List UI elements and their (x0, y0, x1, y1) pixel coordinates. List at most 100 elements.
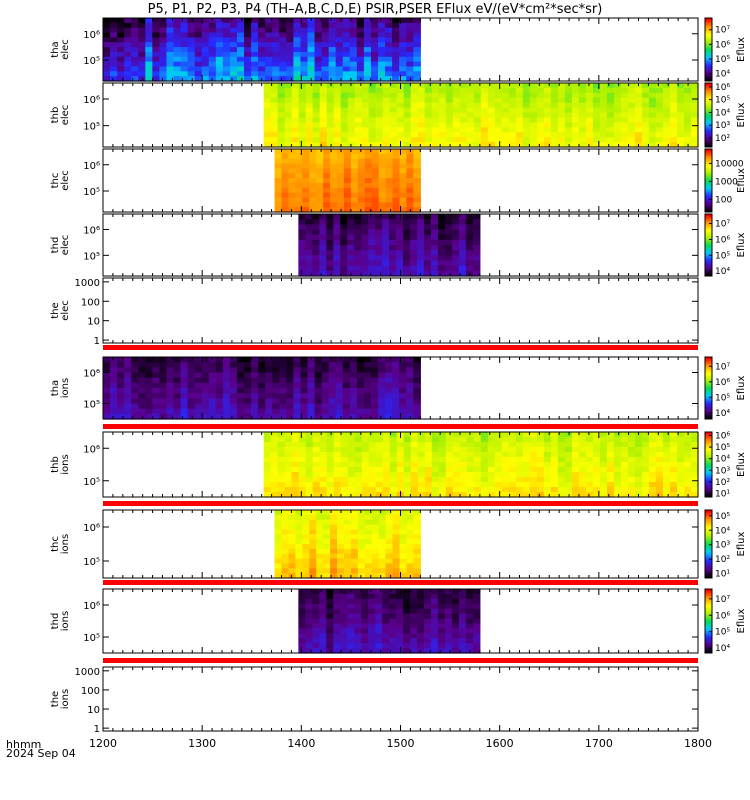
panel-thb-elec-cell (375, 102, 384, 109)
panel-thb-elec-cell (641, 137, 650, 143)
panel-thd-elec-cell (430, 255, 439, 262)
panel-thb-elec-cell (431, 122, 440, 128)
panel-thb-ions-cell (683, 457, 692, 463)
panel-thb-elec-cell (543, 127, 552, 133)
panel-tha-elec-cell (208, 37, 217, 43)
panel-thc-elec-cell (406, 158, 414, 165)
panel-tha-ions-cell (201, 403, 210, 410)
panel-thb-elec-cell (284, 137, 293, 143)
panel-thc-ions-cell (406, 529, 414, 535)
panel-tha-ions-cell (328, 388, 337, 394)
panel-tha-elec-cell (166, 47, 175, 53)
panel-thb-ions-cell (326, 492, 335, 498)
panel-thb-elec-cell (333, 92, 342, 99)
panel-tha-ions-cell (286, 382, 294, 389)
panel-thb-elec-cell (557, 97, 566, 104)
panel-tha-ions-cell (413, 393, 421, 399)
panel-thd-elec-colorbar-swatch (705, 238, 712, 241)
panel-thb-ions-cell (578, 472, 587, 478)
panel-thb-ions-cell (473, 432, 482, 438)
panel-thb-ions-cell (641, 452, 650, 458)
panel-tha-ions-cell (286, 367, 294, 374)
panel-thb-elec-cell (648, 142, 657, 148)
panel-thb-ions-cell (641, 472, 650, 478)
panel-thb-elec-cell (389, 107, 398, 114)
panel-tha-elec-cell (349, 76, 358, 82)
panel-thc-elec-cell (357, 149, 366, 155)
panel-thc-ions-cell (288, 539, 296, 545)
panel-thb-elec-cell (298, 112, 307, 119)
panel-thd-elec-cell (382, 250, 390, 256)
panel-thb-elec-cell (361, 142, 370, 148)
panel-thb-ions-cell (606, 457, 615, 463)
panel-tha-elec-cell (399, 27, 407, 34)
panel-thb-elec-cell (627, 132, 636, 138)
panel-tha-ions-cell (166, 398, 175, 405)
panel-thd-elec-cell (437, 255, 446, 262)
panel-thb-ions-colorbar-swatch (705, 461, 712, 464)
panel-thb-ions-cell (634, 472, 643, 478)
panel-thb-ions-cell (340, 432, 349, 438)
panel-thd-elec-cell (347, 250, 355, 256)
panel-thb-elec-cell (529, 122, 538, 128)
panel-thb-ions-cell (473, 472, 482, 478)
panel-tha-elec-cell (152, 51, 161, 58)
panel-thb-ions-cell (487, 452, 496, 458)
panel-thc-ions-cell (350, 553, 359, 560)
panel-tha-elec-cell (378, 66, 386, 72)
panel-tha-ions-cell (279, 382, 287, 389)
panel-thb-elec-cell (648, 127, 657, 133)
panel-thb-elec-cell (501, 92, 510, 99)
panel-thc-ions-cell (343, 573, 352, 579)
panel-thb-elec-cell (564, 117, 573, 123)
panel-thb-elec-cell (284, 112, 293, 119)
panel-tha-elec-cell (215, 22, 224, 29)
panel-thb-ions-cell (291, 492, 300, 498)
panel-thb-elec-cell (494, 132, 503, 138)
panel-thb-elec-cell (375, 142, 384, 148)
panel-thd-elec-cell (403, 229, 411, 236)
panel-tha-elec-cell (222, 22, 231, 29)
panel-thb-ions-cell (389, 437, 398, 443)
panel-thb-elec-cell (515, 97, 524, 104)
panel-thb-elec-cell (424, 83, 433, 89)
panel-thb-ions-cell (585, 452, 594, 458)
panel-tha-elec-cell (321, 47, 330, 53)
panel-thb-ions-cell (606, 472, 615, 478)
panel-tha-elec-cell (215, 42, 224, 48)
panel-tha-ions-cell (279, 362, 287, 368)
panel-thb-elec-cell (494, 107, 503, 114)
panel-thb-ions-cell (550, 452, 559, 458)
panel-thc-ions-cell (309, 524, 317, 531)
panel-thb-elec-cell (522, 142, 531, 148)
panel-thb-elec-cell (291, 107, 300, 114)
panel-tha-ions-cell (166, 367, 175, 374)
panel-tha-ions-cell (265, 367, 273, 374)
panel-tha-elec-cell (152, 66, 161, 72)
panel-tha-elec-cell (194, 51, 203, 58)
panel-tha-elec-cell (279, 27, 287, 34)
panel-thb-elec-cell (515, 102, 524, 109)
panel-thb-ions-cell (634, 482, 643, 488)
panel-thc-elec-colorbar-swatch (705, 193, 712, 196)
panel-thb-elec-cell (375, 87, 384, 94)
panel-thb-elec-cell (634, 122, 643, 128)
panel-thb-elec-cell (305, 142, 314, 148)
panel-thb-elec-cell (326, 122, 335, 128)
panel-thb-elec-colorbar-swatch (705, 135, 712, 138)
panel-tha-ions-cell (314, 408, 323, 415)
panel-tha-ions-cell (236, 403, 245, 410)
panel-thb-elec-cell (578, 92, 587, 99)
panel-thc-elec-cell (392, 192, 401, 199)
panel-tha-elec-cell (124, 37, 132, 43)
panel-thb-ions-cell (543, 452, 552, 458)
panel-tha-elec-cell (152, 32, 161, 38)
panel-thd-elec-cell (319, 270, 327, 277)
panel-tha-elec-cell (413, 32, 421, 38)
panel-thc-elec-colorbar-swatch (705, 161, 712, 164)
panel-thc-elec-cell (406, 178, 414, 184)
panel-thc-elec-cell (323, 197, 331, 203)
panel-thc-elec-colorbar-swatch (705, 194, 712, 197)
panel-tha-elec-cell (117, 32, 125, 38)
panel-thd-elec-cell (368, 214, 376, 220)
